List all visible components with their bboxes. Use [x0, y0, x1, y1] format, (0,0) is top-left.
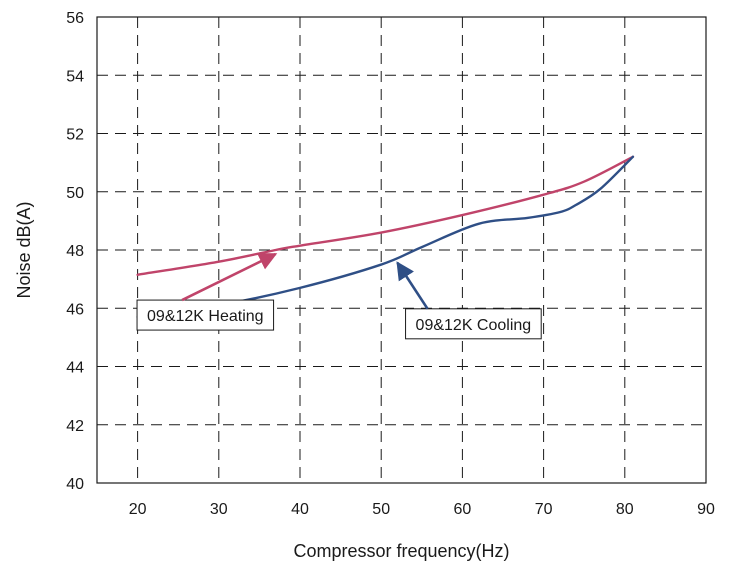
x-tick-label: 80: [616, 501, 634, 518]
y-axis-title: Noise dB(A): [14, 201, 34, 298]
y-tick-label: 44: [66, 360, 84, 377]
plot-frame: [96, 16, 707, 484]
y-tick-label: 56: [66, 10, 84, 27]
x-tick-label: 60: [454, 501, 472, 518]
x-tick-label: 30: [210, 501, 228, 518]
y-tick-label: 48: [66, 243, 84, 260]
annotation-arrow: [396, 261, 429, 310]
annotation-label: 09&12K Heating: [147, 308, 264, 325]
annotation-box: [405, 308, 542, 340]
y-tick-label: 46: [66, 301, 84, 318]
annotation-label: 09&12K Cooling: [416, 317, 532, 334]
x-axis-title: Compressor frequency(Hz): [293, 541, 509, 561]
x-tick-label: 50: [372, 501, 390, 518]
x-tick-label: 90: [697, 501, 715, 518]
x-tick-label: 70: [535, 501, 553, 518]
heating-annotation: 09&12K Heating: [136, 252, 278, 331]
y-tick-label: 42: [66, 418, 84, 435]
cooling-series-line: [136, 155, 635, 319]
annotation-box: [136, 299, 275, 331]
y-tick-label: 50: [66, 185, 84, 202]
x-tick-label: 40: [291, 501, 309, 518]
x-tick-label: 20: [129, 501, 147, 518]
grid-layer: [97, 17, 706, 483]
y-tick-label: 40: [66, 476, 84, 493]
heating-series-line: [136, 155, 635, 276]
annotation-layer: 09&12K Heating 09&12K Cooling: [136, 252, 542, 340]
cooling-annotation: 09&12K Cooling: [396, 261, 542, 340]
annotation-arrow: [181, 252, 278, 302]
y-tick-label: 54: [66, 68, 84, 85]
y-tick-label: 52: [66, 127, 84, 144]
tick-layer: 20 30 40 50 60 70 80 90 40 42 44 46 48 50 52 54 56: [66, 10, 715, 518]
series-layer: [136, 155, 635, 319]
